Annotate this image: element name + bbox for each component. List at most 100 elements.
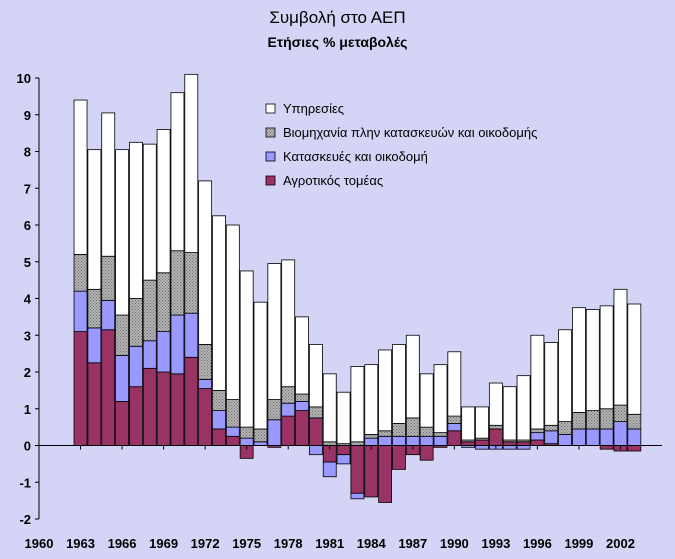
bar-segment [87,149,102,290]
bar-segment [308,344,323,408]
bar-segment [295,393,309,402]
bar-segment [156,331,171,373]
bar-segment [212,428,226,446]
bar-segment [392,445,406,470]
bar-segment [613,421,628,446]
bar-segment [488,424,503,430]
bar-segment [156,371,171,446]
bar-segment [225,435,240,446]
bar-segment [336,391,351,445]
bar-segment [142,143,157,281]
bar-segment [129,386,143,446]
bar-segment [599,408,614,430]
x-tick-label: 1996 [523,536,552,551]
bar-segment [378,435,393,446]
bar-segment [572,428,586,446]
bar-segment [558,329,572,423]
bar-segment [627,303,642,415]
x-tick-label: 1978 [274,536,303,551]
bar-segment [308,406,323,419]
bar-segment [267,419,282,446]
bar-segment [156,272,171,332]
x-tick-label: 1981 [315,536,344,551]
bar-segment [308,445,323,456]
bar-segment [87,362,102,446]
bar-segment [599,428,614,446]
y-tick-label: 6 [24,218,31,233]
legend-swatch [265,103,276,114]
bar-segment [308,417,323,446]
bar-segment [572,307,586,413]
bar-segment [142,367,157,446]
x-tick-label: 1969 [149,536,178,551]
x-tick-label: 1960 [25,536,54,551]
bar-segment [447,351,462,417]
bar-segment [239,426,254,439]
bar-segment [170,250,185,316]
bar-segment [378,349,393,432]
bar-segment [142,340,157,369]
bar-segment [585,428,600,446]
legend-swatch [265,127,276,138]
bar-segment [405,435,420,446]
bar-segment [212,215,226,391]
bar-segment [447,423,462,432]
bar-segment [322,441,337,446]
bar-segment [585,410,600,430]
bar-segment [433,435,448,446]
bar-segment [295,400,309,411]
bar-segment [253,428,268,443]
bar-segment [558,421,572,435]
bar-segment [350,441,365,446]
bar-segment [225,224,240,400]
bar-segment [267,399,282,421]
y-tick-label: 7 [24,181,31,196]
bar-segment [73,290,88,332]
bar-segment [253,441,268,446]
y-tick-label: 0 [24,439,31,454]
bar-segment [101,112,116,257]
bar-segment [212,389,226,411]
bar-segment [295,410,309,446]
y-tick-label: 2 [24,365,31,380]
bar-segment [170,314,185,375]
bar-segment [475,445,489,450]
legend-label: Κατασκευές και οικοδομή [283,149,428,164]
bar-segment [350,492,365,500]
y-tick-label: 1 [24,402,31,417]
bar-segment [613,288,628,406]
x-tick-label: 1990 [440,536,469,551]
bar-segment [184,252,199,314]
bar-segment [156,129,171,274]
bar-segment [350,445,365,494]
bar-segment [184,312,199,358]
bar-segment [322,461,337,478]
bar-segment [378,430,393,437]
y-tick-label: 9 [24,108,31,123]
bar-segment [544,430,559,445]
x-tick-label: 1966 [108,536,137,551]
bar-segment [433,432,448,437]
bar-segment [627,445,642,452]
bar-segment [253,301,268,430]
bar-segment [599,305,614,410]
y-tick-label: 3 [24,328,31,343]
y-tick-label: -2 [19,512,31,527]
y-tick-label: 5 [24,255,31,270]
x-tick-label: 1975 [232,536,261,551]
y-tick-label: 10 [17,71,31,86]
bar-segment [239,270,254,428]
bar-segment [198,378,213,389]
bar-segment [87,288,102,329]
bar-segment [198,388,213,446]
bar-segment [447,430,462,446]
y-tick-label: -1 [19,475,31,490]
bar-segment [184,73,199,253]
bar-segment [447,415,462,424]
bar-segment [129,345,143,388]
x-tick-label: 1999 [564,536,593,551]
bar-segment [364,437,379,446]
bar-segment [281,402,296,417]
bar-segment [544,424,559,432]
